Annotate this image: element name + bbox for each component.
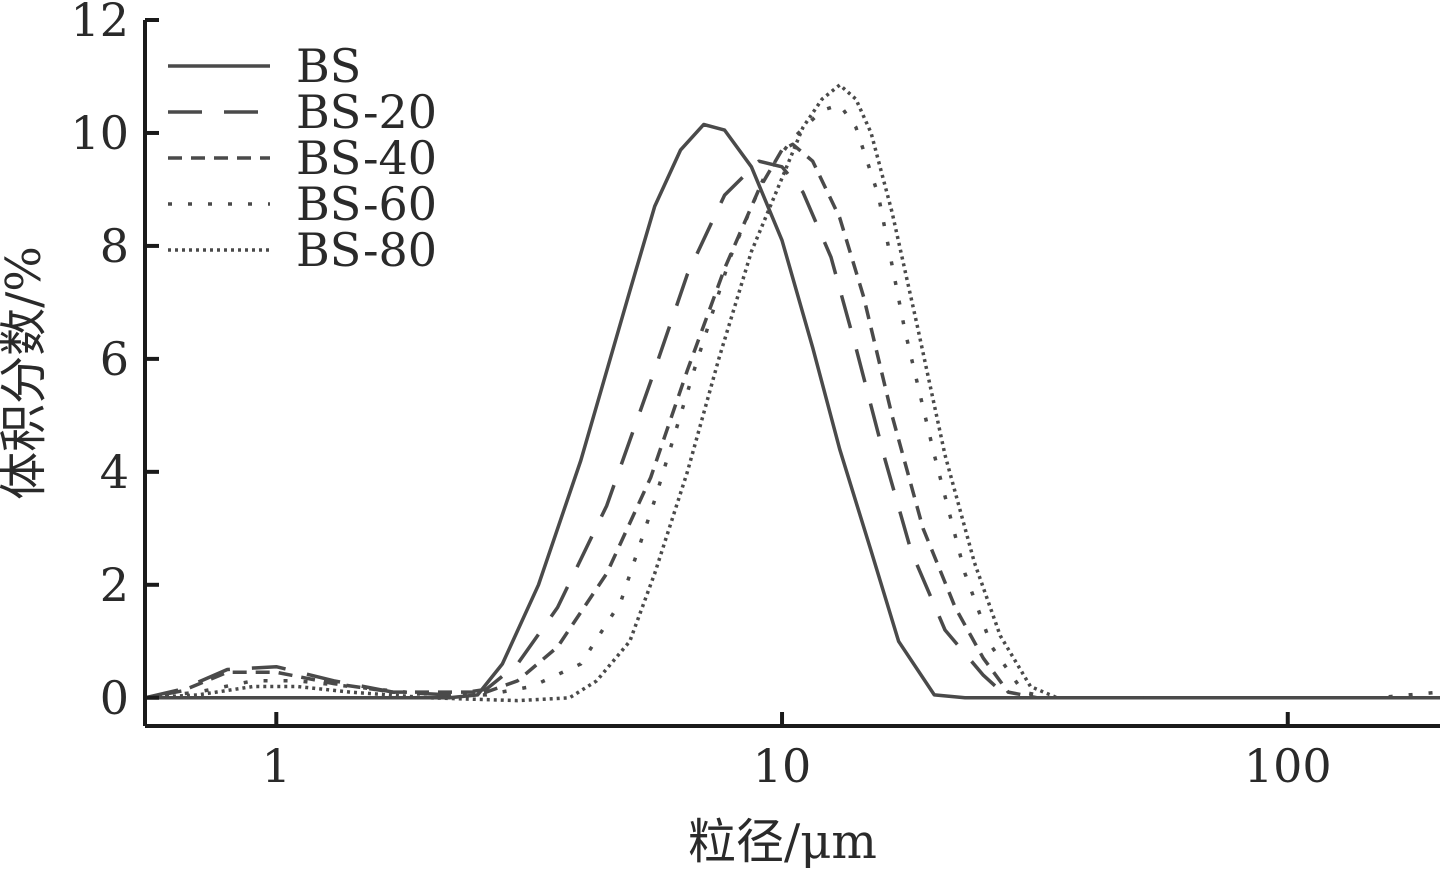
- legend-label: BS-60: [296, 177, 437, 231]
- series-line-bs-20: [144, 159, 1440, 700]
- y-tick-label: 6: [100, 332, 129, 386]
- axes: [143, 20, 1440, 728]
- y-tick-label: 2: [100, 558, 129, 612]
- y-tick-label: 10: [70, 106, 129, 160]
- legend-label: BS-20: [296, 85, 437, 139]
- legend-label: BS-80: [296, 223, 437, 277]
- y-tick-label: 4: [100, 445, 129, 499]
- series-line-bs-80: [144, 83, 1440, 703]
- x-tick-label: 10: [753, 739, 812, 793]
- x-axis-ticks: 1 10 100: [262, 712, 1332, 793]
- x-tick-label: 1: [262, 739, 291, 793]
- y-tick-label: 12: [70, 0, 129, 47]
- y-axis-title: 体积分数/%: [0, 246, 52, 500]
- y-axis-ticks: 0 2 4 6 8 10 12: [70, 0, 159, 725]
- series-line-bs-40: [144, 142, 1440, 700]
- series-line-bs-60: [144, 102, 1441, 700]
- legend-label: BS-40: [296, 131, 437, 185]
- x-axis-title: 粒径/μm: [688, 814, 877, 870]
- legend-label: BS: [296, 39, 361, 93]
- x-tick-label: 100: [1244, 739, 1332, 793]
- series-line-bs: [145, 122, 1440, 700]
- y-tick-label: 8: [100, 219, 129, 273]
- y-tick-label: 0: [100, 671, 129, 725]
- plot-area: [144, 83, 1441, 703]
